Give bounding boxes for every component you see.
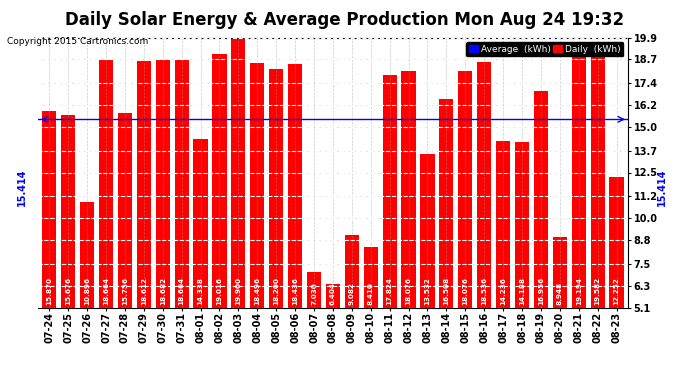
Bar xyxy=(137,61,151,308)
Text: 18.664: 18.664 xyxy=(179,277,185,305)
Bar xyxy=(61,114,75,308)
Text: 12.252: 12.252 xyxy=(613,278,620,305)
Bar xyxy=(420,154,435,308)
Text: 14.236: 14.236 xyxy=(500,278,506,305)
Text: 18.076: 18.076 xyxy=(462,277,469,305)
Text: 18.664: 18.664 xyxy=(103,277,109,305)
Bar xyxy=(496,141,510,308)
Text: 19.900: 19.900 xyxy=(235,277,242,305)
Bar xyxy=(591,43,604,308)
Text: 13.532: 13.532 xyxy=(424,278,431,305)
Bar xyxy=(534,91,548,308)
Bar xyxy=(118,113,132,308)
Text: 15.870: 15.870 xyxy=(46,277,52,305)
Bar xyxy=(402,71,415,308)
Text: 8.948: 8.948 xyxy=(557,282,563,305)
Bar xyxy=(80,202,95,308)
Text: 19.016: 19.016 xyxy=(217,277,222,305)
Bar xyxy=(307,272,321,308)
Text: 18.682: 18.682 xyxy=(160,277,166,305)
Text: 9.082: 9.082 xyxy=(349,282,355,305)
Bar xyxy=(288,64,302,308)
Text: 15.414: 15.414 xyxy=(17,169,27,206)
Text: 6.404: 6.404 xyxy=(330,282,336,305)
Text: 10.896: 10.896 xyxy=(84,277,90,305)
Bar xyxy=(175,60,189,308)
Text: 14.188: 14.188 xyxy=(519,277,525,305)
Legend: Average  (kWh), Daily  (kWh): Average (kWh), Daily (kWh) xyxy=(466,42,623,56)
Bar xyxy=(571,50,586,308)
Bar xyxy=(609,177,624,308)
Bar xyxy=(515,142,529,308)
Text: 7.030: 7.030 xyxy=(311,282,317,305)
Text: 18.612: 18.612 xyxy=(141,277,147,305)
Bar xyxy=(269,69,284,308)
Bar xyxy=(193,139,208,308)
Bar xyxy=(231,38,246,308)
Bar xyxy=(42,111,57,308)
Text: Daily Solar Energy & Average Production Mon Aug 24 19:32: Daily Solar Energy & Average Production … xyxy=(66,11,624,29)
Text: 19.194: 19.194 xyxy=(575,277,582,305)
Bar xyxy=(440,99,453,308)
Text: 16.508: 16.508 xyxy=(444,277,449,305)
Text: Copyright 2015 Cartronics.com: Copyright 2015 Cartronics.com xyxy=(7,38,148,46)
Bar xyxy=(382,75,397,308)
Bar xyxy=(553,237,567,308)
Bar xyxy=(477,62,491,308)
Text: 18.436: 18.436 xyxy=(292,277,298,305)
Text: 8.410: 8.410 xyxy=(368,282,374,305)
Bar xyxy=(156,60,170,308)
Bar xyxy=(99,60,113,308)
Text: 18.536: 18.536 xyxy=(481,277,487,305)
Text: 15.676: 15.676 xyxy=(65,277,71,305)
Text: 14.338: 14.338 xyxy=(197,278,204,305)
Text: 19.582: 19.582 xyxy=(595,277,601,305)
Bar xyxy=(458,71,473,308)
Text: 18.076: 18.076 xyxy=(406,277,411,305)
Bar xyxy=(250,63,264,308)
Bar xyxy=(345,235,359,308)
Text: 15.756: 15.756 xyxy=(122,277,128,305)
Text: 18.496: 18.496 xyxy=(255,277,260,305)
Text: 15.414: 15.414 xyxy=(658,169,667,206)
Text: 16.956: 16.956 xyxy=(538,277,544,305)
Text: 17.824: 17.824 xyxy=(386,278,393,305)
Bar xyxy=(213,54,226,307)
Bar xyxy=(364,247,378,308)
Text: 18.200: 18.200 xyxy=(273,278,279,305)
Bar xyxy=(326,284,340,308)
